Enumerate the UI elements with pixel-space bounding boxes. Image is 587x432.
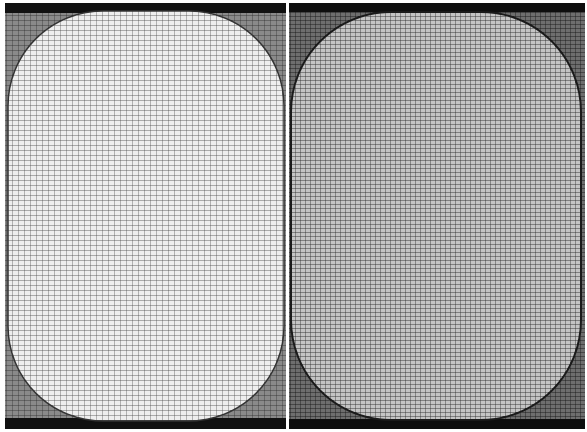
field-area [8,11,284,421]
right-panel [289,3,585,429]
left-panel [5,3,286,429]
field-area [291,12,581,420]
page [0,0,587,432]
image [0,0,587,432]
top-band [289,3,585,12]
